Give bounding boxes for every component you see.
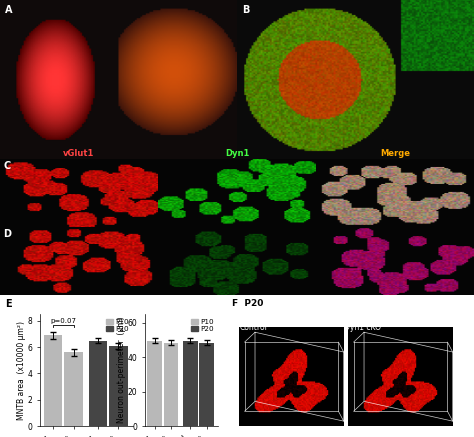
Y-axis label: Neuron out-perimeter  (μm): Neuron out-perimeter (μm) bbox=[117, 317, 126, 423]
Text: A: A bbox=[5, 5, 12, 15]
Text: Control: Control bbox=[17, 179, 26, 207]
Bar bbox=[200, 343, 214, 426]
Text: F  P20: F P20 bbox=[232, 299, 264, 308]
Text: B: B bbox=[242, 5, 249, 15]
Text: Dyn1 cKO: Dyn1 cKO bbox=[344, 323, 381, 332]
Y-axis label: MNTB area  (x10000 μm²): MNTB area (x10000 μm²) bbox=[18, 321, 27, 420]
Bar bbox=[164, 343, 178, 426]
Text: C: C bbox=[3, 161, 10, 171]
Text: Dyn1 cKO: Dyn1 cKO bbox=[17, 242, 26, 279]
Bar bbox=[89, 340, 107, 426]
Text: Dyn1: Dyn1 bbox=[225, 149, 249, 158]
Bar bbox=[44, 335, 62, 426]
Bar bbox=[64, 352, 83, 426]
Text: Merge: Merge bbox=[380, 149, 410, 158]
Text: p=0.07: p=0.07 bbox=[50, 318, 76, 324]
Text: Control: Control bbox=[240, 323, 267, 332]
Legend: P10, P20: P10, P20 bbox=[105, 318, 129, 333]
Bar bbox=[183, 341, 198, 426]
Text: vGlut1: vGlut1 bbox=[64, 149, 95, 158]
Bar bbox=[109, 346, 128, 426]
Text: E: E bbox=[5, 299, 11, 309]
Bar bbox=[147, 341, 162, 426]
Legend: P10, P20: P10, P20 bbox=[191, 318, 214, 333]
Text: D: D bbox=[3, 229, 11, 239]
